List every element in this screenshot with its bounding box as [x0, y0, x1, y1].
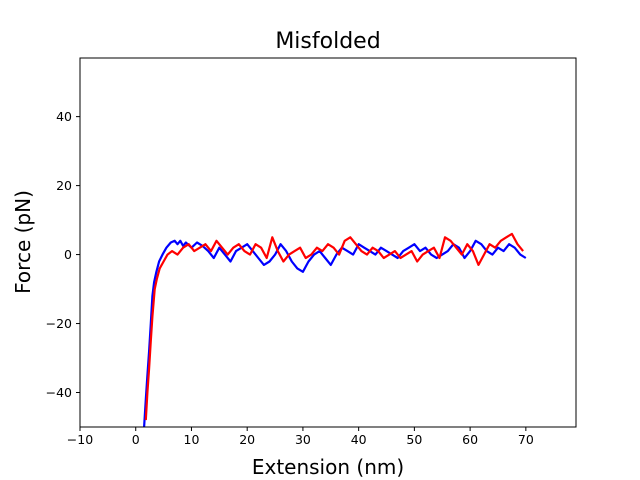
y-tick-label: −20 [46, 316, 72, 331]
x-tick-label: 30 [295, 432, 311, 447]
x-tick-label: −10 [67, 432, 93, 447]
x-tick-label: 10 [184, 432, 200, 447]
plot-area [79, 57, 577, 428]
x-tick-label: 0 [132, 432, 140, 447]
x-tick-label: 70 [518, 432, 534, 447]
y-tick-label: 0 [64, 247, 72, 262]
x-tick-label: 50 [406, 432, 422, 447]
y-tick-label: 40 [56, 109, 72, 124]
y-tick-label: −40 [46, 385, 72, 400]
x-tick-label: 60 [462, 432, 478, 447]
x-axis-label: Extension (nm) [252, 455, 404, 479]
series-line-2 [144, 232, 524, 421]
x-tick-label: 20 [239, 432, 255, 447]
y-axis-ticks: −40 −20 0 20 40 [46, 109, 80, 400]
plot-frame [79, 57, 577, 428]
y-axis-label: Force (pN) [11, 190, 35, 294]
chart-title: Misfolded [275, 29, 380, 54]
x-tick-label: 40 [351, 432, 367, 447]
x-axis-ticks: −10 0 10 20 30 40 50 60 70 [67, 427, 534, 447]
series-line-1 [143, 239, 527, 427]
series-layer [143, 232, 527, 427]
y-tick-label: 20 [56, 178, 72, 193]
